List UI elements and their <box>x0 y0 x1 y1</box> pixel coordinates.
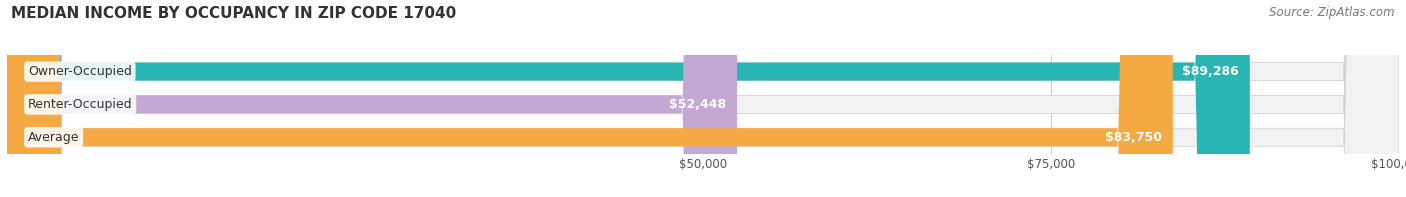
FancyBboxPatch shape <box>7 0 1173 197</box>
FancyBboxPatch shape <box>7 0 1399 197</box>
Text: Renter-Occupied: Renter-Occupied <box>28 98 132 111</box>
FancyBboxPatch shape <box>7 0 1399 197</box>
Text: $83,750: $83,750 <box>1105 131 1161 144</box>
Text: Owner-Occupied: Owner-Occupied <box>28 65 132 78</box>
Text: Average: Average <box>28 131 79 144</box>
FancyBboxPatch shape <box>7 0 1399 197</box>
Text: MEDIAN INCOME BY OCCUPANCY IN ZIP CODE 17040: MEDIAN INCOME BY OCCUPANCY IN ZIP CODE 1… <box>11 6 457 21</box>
Text: $89,286: $89,286 <box>1182 65 1239 78</box>
Text: $52,448: $52,448 <box>669 98 725 111</box>
FancyBboxPatch shape <box>7 0 737 197</box>
FancyBboxPatch shape <box>7 0 1250 197</box>
Text: Source: ZipAtlas.com: Source: ZipAtlas.com <box>1270 6 1395 19</box>
